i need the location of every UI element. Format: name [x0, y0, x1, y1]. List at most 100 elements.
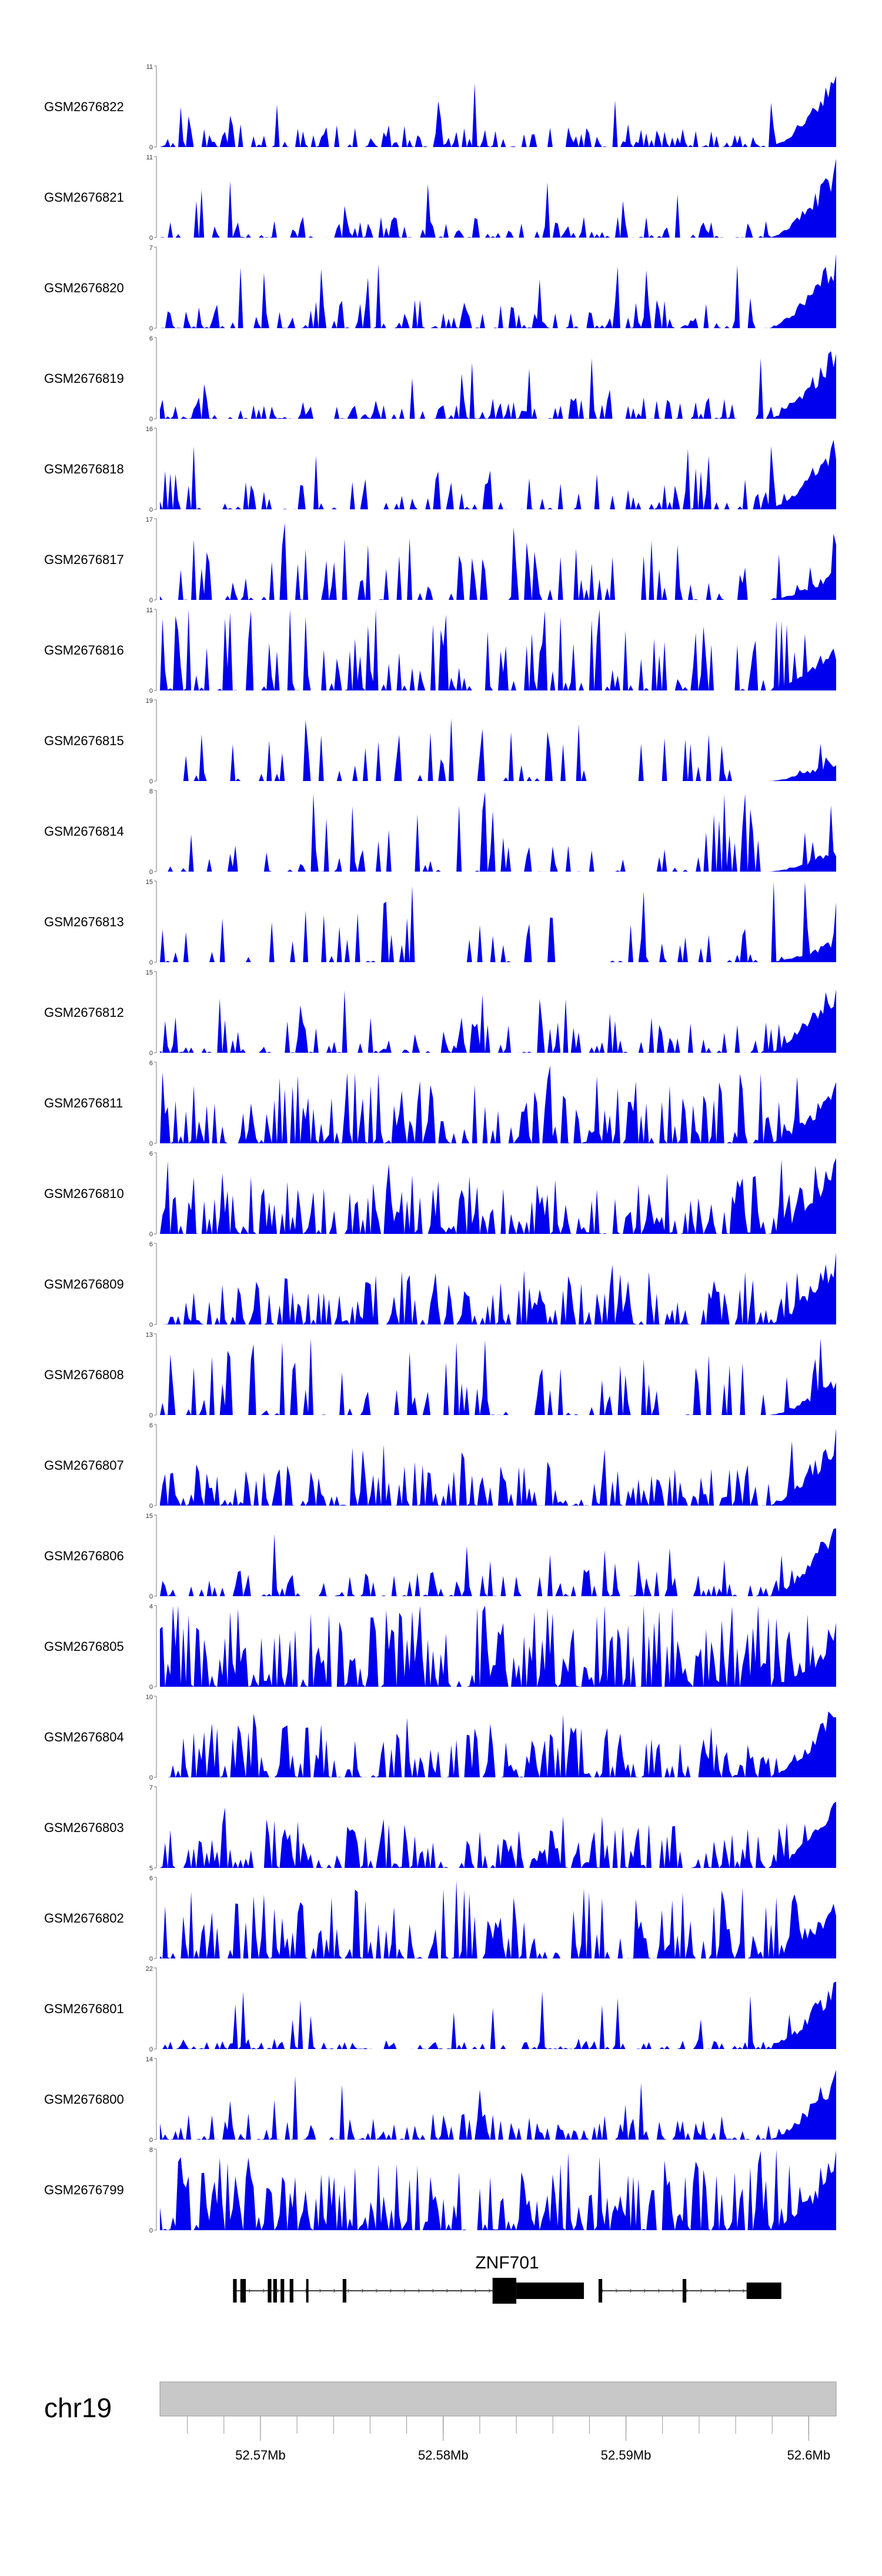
y-tick-max-label: 8: [149, 788, 153, 795]
y-tick-max-label: 6: [149, 1422, 153, 1429]
y-tick-min-label: 0: [149, 235, 153, 242]
track-GSM2676800: GSM2676800 14 0: [44, 2056, 836, 2144]
track-label: GSM2676805: [44, 1639, 124, 1654]
coverage-area: [160, 2070, 836, 2140]
x-tick-label: 52.57Mb: [235, 2448, 286, 2462]
coverage-area: [160, 75, 836, 147]
coverage-area: [160, 792, 836, 872]
track-label: GSM2676820: [44, 281, 124, 295]
strand-arrow: [601, 2288, 604, 2293]
track-label: GSM2676812: [44, 1005, 124, 1020]
track-GSM2676815: GSM2676815 19 0: [44, 698, 836, 785]
track-GSM2676806: GSM2676806 15 0: [44, 1513, 836, 1600]
y-tick-min-label: 0: [149, 688, 153, 695]
strand-arrow: [742, 2288, 746, 2293]
track-label: GSM2676811: [44, 1096, 123, 1110]
exon: [342, 2279, 347, 2303]
y-tick-min-label: 0: [149, 2137, 153, 2144]
exon: [682, 2279, 687, 2303]
track-label: GSM2676819: [44, 371, 124, 386]
gene-label: ZNF701: [475, 2253, 539, 2273]
coverage-area: [160, 1252, 836, 1324]
coverage-tracks: GSM2676822110GSM2676821110GSM267682070GS…: [44, 64, 836, 2234]
coverage-area: [160, 989, 836, 1053]
y-tick-max-label: 16: [146, 426, 153, 433]
track-GSM2676804: GSM2676804 10 0: [44, 1694, 836, 1781]
y-tick-min-label: 0: [149, 1140, 153, 1147]
track-label: GSM2676804: [44, 1730, 124, 1744]
track-GSM2676817: GSM2676817 17 0: [44, 516, 836, 604]
track-label: GSM2676802: [44, 1911, 124, 1926]
y-tick-min-label: 0: [149, 325, 153, 332]
chromosome-axis: chr19 52.57Mb 52.58Mb 52.59Mb 52.6Mb: [44, 2381, 837, 2462]
strand-arrow: [417, 2288, 421, 2293]
strand-arrow: [361, 2288, 365, 2293]
y-tick-min-label: 0: [149, 1503, 153, 1510]
y-tick-max-label: 15: [146, 1513, 153, 1520]
exon-utr: [516, 2283, 584, 2299]
strand-arrow: [629, 2288, 633, 2293]
track-label: GSM2676817: [44, 552, 124, 567]
coverage-area: [160, 1158, 836, 1234]
coverage-area: [160, 1801, 836, 1868]
track-GSM2676812: GSM2676812 15 0: [44, 969, 836, 1057]
coverage-area: [160, 1065, 836, 1143]
y-tick-max-label: 11: [146, 607, 153, 614]
track-GSM2676810: GSM2676810 6 0: [44, 1150, 836, 1238]
chromosome-ideogram-bar: [159, 2381, 837, 2417]
coverage-area: [160, 718, 836, 781]
track-GSM2676808: GSM2676808 13 0: [44, 1332, 836, 1419]
track-GSM2676811: GSM2676811 6 0: [44, 1060, 836, 1147]
coverage-area: [160, 1528, 836, 1596]
strand-arrow: [643, 2288, 647, 2293]
track-label: GSM2676818: [44, 462, 124, 476]
track-GSM2676802: GSM2676802 6 0: [44, 1875, 836, 1963]
strand-arrow: [248, 2288, 252, 2293]
coverage-area: [160, 882, 836, 962]
track-GSM2676816: GSM2676816 11 0: [44, 607, 836, 695]
strand-arrow: [615, 2288, 619, 2293]
coverage-area: [160, 2149, 836, 2230]
y-tick-min-label: 0: [149, 144, 153, 151]
track-GSM2676803: GSM2676803 7 5: [44, 1784, 836, 1872]
track-label: GSM2676816: [44, 643, 124, 658]
coverage-area: [160, 609, 836, 690]
strand-arrow: [700, 2288, 703, 2293]
coverage-area: [160, 1338, 836, 1415]
exon: [240, 2279, 246, 2303]
exon: [289, 2279, 293, 2303]
y-tick-min-label: 0: [149, 416, 153, 423]
y-tick-max-label: 6: [149, 1875, 153, 1882]
y-tick-min-label: 0: [149, 1593, 153, 1600]
strand-arrow: [474, 2288, 477, 2293]
track-GSM2676818: GSM2676818 16 0: [44, 426, 836, 513]
track-label: GSM2676813: [44, 915, 124, 929]
coverage-area: [160, 253, 836, 328]
y-tick-max-label: 11: [146, 64, 153, 71]
y-tick-min-label: 0: [149, 1684, 153, 1691]
y-tick-max-label: 10: [146, 1694, 153, 1701]
track-GSM2676821: GSM2676821 11 0: [44, 154, 836, 242]
strand-arrow: [488, 2288, 492, 2293]
strand-arrow: [347, 2288, 350, 2293]
track-label: GSM2676821: [44, 190, 124, 205]
x-tick-label: 52.6Mb: [787, 2448, 830, 2462]
strand-arrow: [657, 2288, 661, 2293]
exon: [280, 2279, 285, 2303]
strand-arrow: [686, 2288, 689, 2293]
y-tick-max-label: 19: [146, 698, 153, 705]
y-tick-max-label: 6: [149, 1241, 153, 1248]
coverage-area: [160, 1981, 836, 2049]
track-label: GSM2676807: [44, 1458, 124, 1473]
track-GSM2676814: GSM2676814 8 0: [44, 788, 836, 876]
track-label: GSM2676814: [44, 824, 124, 839]
x-tick-label: 52.58Mb: [418, 2448, 469, 2462]
exon: [306, 2279, 309, 2303]
track-GSM2676813: GSM2676813 15 0: [44, 879, 836, 966]
strand-arrow: [671, 2288, 675, 2293]
y-tick-min-label: 0: [149, 1956, 153, 1963]
track-label: GSM2676809: [44, 1277, 124, 1292]
track-GSM2676820: GSM2676820 7 0: [44, 245, 836, 332]
strand-arrow: [432, 2288, 435, 2293]
